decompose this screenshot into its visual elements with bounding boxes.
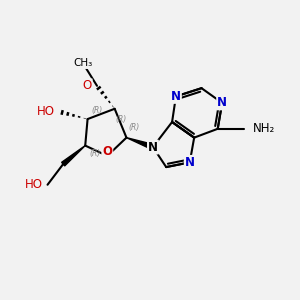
Text: (R): (R)	[115, 115, 127, 124]
Text: (R): (R)	[129, 123, 140, 132]
Text: HO: HO	[25, 178, 43, 191]
Text: (R): (R)	[92, 106, 103, 115]
Polygon shape	[61, 146, 85, 166]
Text: HO: HO	[37, 105, 55, 118]
Text: O: O	[82, 79, 92, 92]
Text: N: N	[148, 141, 158, 154]
Text: N: N	[171, 90, 181, 103]
Text: CH₃: CH₃	[73, 58, 92, 68]
Text: (R): (R)	[90, 149, 101, 158]
Text: O: O	[102, 145, 112, 158]
Text: NH₂: NH₂	[253, 122, 275, 135]
Polygon shape	[126, 138, 154, 150]
Text: N: N	[185, 156, 195, 169]
Text: N: N	[217, 96, 227, 110]
